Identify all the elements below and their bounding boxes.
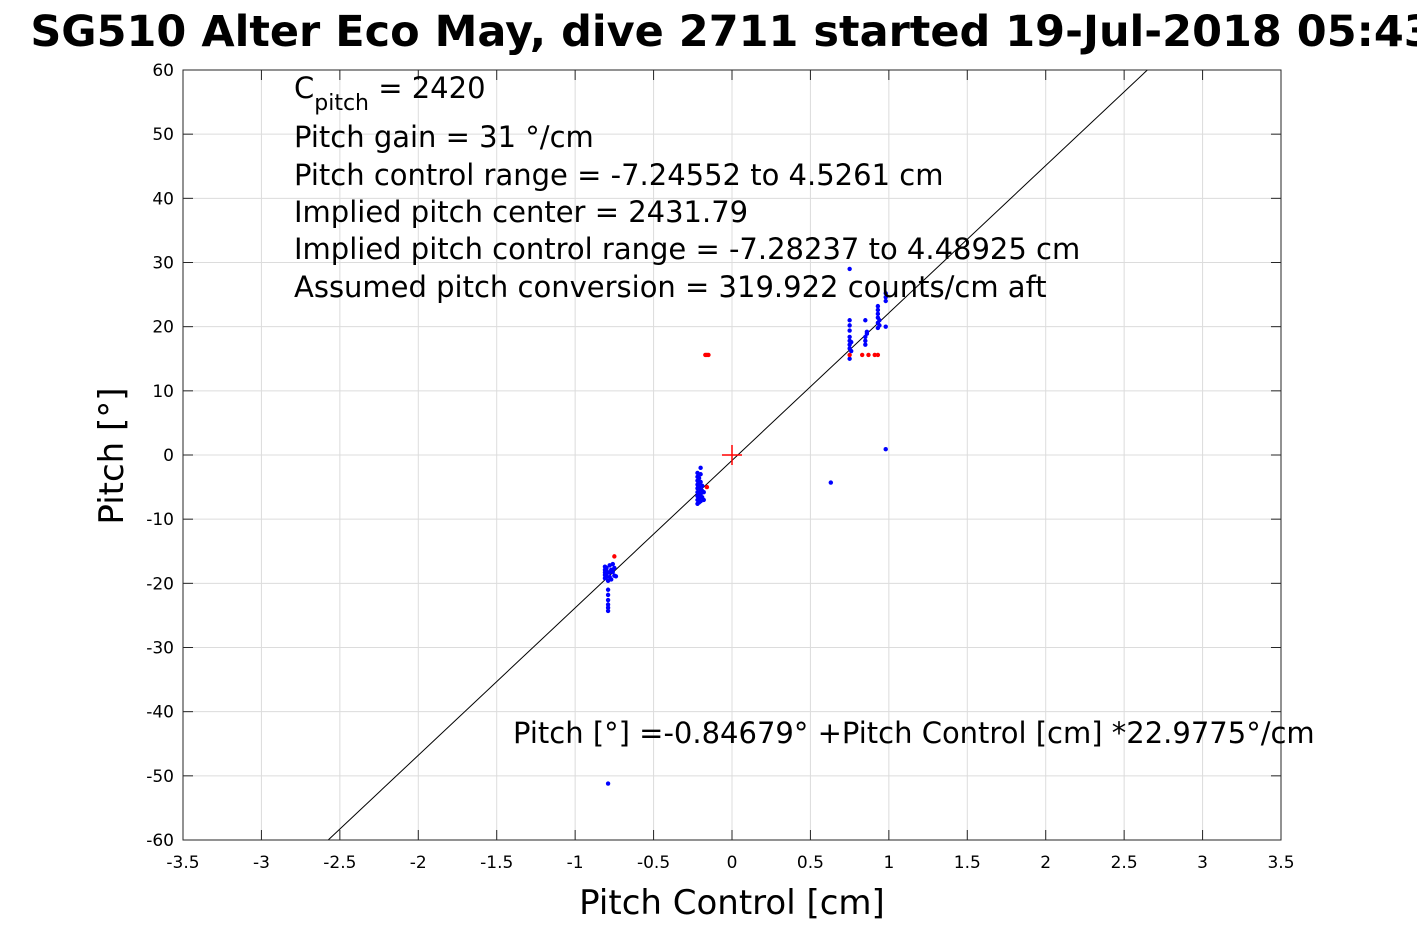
- y-tick-label: -10: [146, 510, 174, 530]
- x-tick-label: -2: [410, 853, 427, 873]
- data-point: [612, 554, 617, 559]
- y-tick-label: 20: [152, 318, 174, 338]
- y-axis-title: Pitch [°]: [92, 387, 132, 524]
- data-point: [847, 328, 852, 333]
- data-point: [698, 479, 703, 485]
- implied-pitch-center-annotation: Implied pitch center = 2431.79: [294, 195, 748, 229]
- x-tick-label: 3: [1197, 853, 1208, 873]
- x-tick-label: 1: [883, 853, 894, 873]
- data-point: [696, 475, 702, 481]
- data-point: [605, 592, 611, 598]
- data-point: [883, 294, 888, 300]
- regression-equation: Pitch [°] =-0.84679° +Pitch Control [cm]…: [513, 716, 1315, 750]
- data-point: [883, 291, 888, 296]
- data-point: [847, 266, 852, 272]
- center-marker-group: [722, 445, 742, 465]
- data-point: [698, 465, 703, 471]
- data-point: [883, 298, 888, 304]
- data-point: [863, 342, 868, 347]
- x-tick-label: -0.5: [637, 853, 670, 873]
- y-tick-label: 0: [163, 446, 174, 466]
- x-tick-label: -3.5: [166, 853, 199, 873]
- implied-pitch-control-range-annotation: Implied pitch control range = -7.28237 t…: [294, 232, 1080, 266]
- y-tick-label: 50: [152, 125, 174, 145]
- x-tick-label: 1.5: [954, 853, 981, 873]
- c-pitch-subscript: pitch: [314, 91, 369, 116]
- data-point: [847, 318, 852, 323]
- data-point: [866, 352, 871, 358]
- x-tick-label: 0.5: [797, 853, 824, 873]
- data-point: [610, 569, 615, 574]
- data-point: [612, 565, 617, 571]
- data-point: [704, 484, 710, 490]
- data-point: [847, 356, 852, 361]
- data-point: [883, 324, 888, 329]
- data-point: [875, 352, 881, 358]
- y-tick-label: 60: [152, 61, 174, 81]
- data-point: [863, 338, 868, 343]
- data-point: [859, 352, 865, 358]
- data-point: [698, 472, 703, 477]
- data-point: [875, 303, 881, 309]
- y-tick-label: 30: [152, 254, 174, 274]
- data-point: [605, 605, 611, 610]
- data-point: [699, 483, 705, 488]
- data-point: [875, 307, 881, 313]
- y-tick-label: -30: [146, 639, 174, 659]
- y-tick-label: -60: [146, 831, 174, 851]
- y-tick-label: 10: [152, 382, 174, 402]
- data-point: [701, 497, 706, 503]
- x-tick-label: -2.5: [323, 853, 356, 873]
- data-point: [877, 323, 882, 328]
- x-tick-label: 2: [1040, 853, 1051, 873]
- data-point: [706, 352, 711, 358]
- x-tick-label: -1: [567, 853, 584, 873]
- y-tick-label: 40: [152, 189, 174, 209]
- x-tick-label: 0: [727, 853, 738, 873]
- data-point: [849, 348, 854, 354]
- data-point: [875, 311, 881, 317]
- data-point: [605, 781, 611, 786]
- data-point: [877, 318, 882, 323]
- pitch-gain-annotation: Pitch gain = 31 °/cm: [294, 120, 594, 154]
- data-point: [828, 480, 834, 485]
- y-tick-label: -50: [146, 767, 174, 787]
- data-point: [701, 490, 706, 495]
- y-tick-label: -40: [146, 703, 174, 723]
- pitch-conversion-annotation: Assumed pitch conversion = 319.922 count…: [294, 270, 1047, 304]
- c-pitch-symbol: C: [294, 71, 314, 105]
- data-point: [847, 323, 852, 328]
- c-pitch-annotation: Cpitch = 2420: [294, 71, 486, 116]
- c-pitch-value: = 2420: [369, 71, 486, 105]
- y-axis-ticks: -60 -50 -40 -30 -20 -10 0 10 20 30 40 50 60: [146, 61, 1281, 851]
- data-point: [605, 608, 611, 614]
- data-points: [602, 266, 888, 786]
- data-point: [610, 561, 615, 567]
- data-point: [849, 339, 854, 345]
- y-tick-label: -20: [146, 574, 174, 594]
- data-point: [604, 574, 609, 580]
- data-point: [872, 352, 877, 358]
- data-point: [605, 602, 611, 607]
- x-axis-ticks: -3.5 -3 -2.5 -2 -1.5 -1 -0.5 0 0.5 1 1.5 2 2.5 3 3.5: [166, 70, 1295, 873]
- data-point: [605, 597, 611, 603]
- data-point: [609, 577, 614, 582]
- chart-title: SG510 Alter Eco May, dive 2711 started 1…: [30, 7, 1417, 57]
- data-point: [605, 587, 611, 592]
- data-point: [863, 318, 868, 323]
- data-point: [883, 447, 888, 452]
- x-tick-label: 3.5: [1267, 853, 1294, 873]
- x-axis-title: Pitch Control [cm]: [579, 883, 885, 923]
- data-point: [864, 329, 870, 334]
- x-tick-label: -3: [253, 853, 270, 873]
- pitch-control-range-annotation: Pitch control range = -7.24552 to 4.5261…: [294, 158, 943, 192]
- data-point: [613, 574, 619, 579]
- x-tick-label: 2.5: [1111, 853, 1138, 873]
- data-point: [847, 352, 852, 358]
- x-tick-label: -1.5: [480, 853, 513, 873]
- data-point: [847, 334, 852, 340]
